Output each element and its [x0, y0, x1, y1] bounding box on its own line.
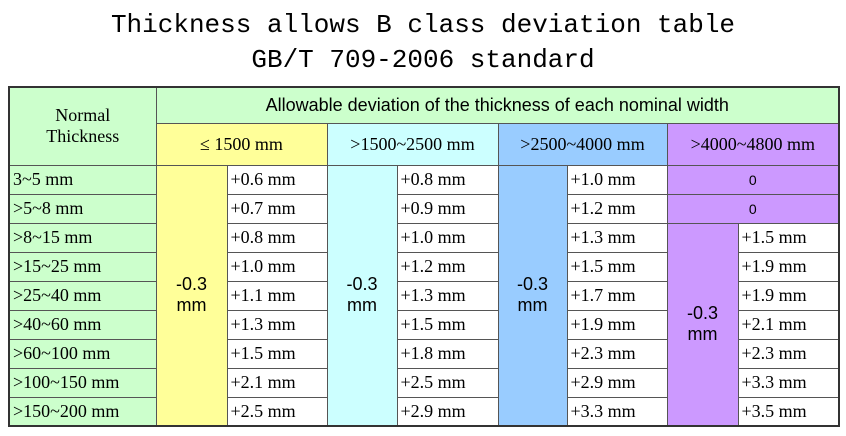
value-cell: +2.1 mm — [226, 367, 328, 398]
value-cell: +1.0 mm — [396, 222, 499, 253]
corner-header-text: Normal Thickness — [46, 105, 120, 147]
merged-cell: -0.3 mm — [155, 164, 228, 427]
full-cell: 0 — [666, 193, 840, 224]
column-header: >1500~2500 mm — [326, 122, 499, 166]
table-row: >60~100 mm +1.5 mm +1.8 mm +2.3 mm +2.3 mm — [8, 338, 840, 369]
row-label: >15~25 mm — [8, 251, 157, 282]
table-row: >25~40 mm +1.1 mm +1.3 mm +1.7 mm +1.9 mm — [8, 280, 840, 311]
value-cell: +3.5 mm — [737, 396, 840, 427]
merged-cell: -0.3 mm — [497, 164, 568, 427]
value-cell: +1.5 mm — [566, 251, 668, 282]
table-row: >8~15 mm +0.8 mm +1.0 mm +1.3 mm -0.3 mm +1.5… — [8, 222, 840, 427]
merged-cell: -0.3 mm — [666, 222, 739, 427]
value-cell: +2.9 mm — [566, 367, 668, 398]
table-row: >100~150 mm +2.1 mm +2.5 mm +2.9 mm +3.3 mm — [8, 367, 840, 398]
corner-header: Normal Thickness — [8, 86, 157, 166]
table-row: ≤ 1500 mm >1500~2500 mm >2500~4000 mm >4000… — [9, 122, 840, 166]
value-cell: +2.3 mm — [566, 338, 668, 369]
merged-cell: -0.3 mm — [326, 164, 398, 427]
table-row: >15~25 mm +1.0 mm +1.2 mm +1.5 mm +1.9 mm — [8, 251, 840, 282]
value-cell: +2.3 mm — [737, 338, 840, 369]
table-row: >40~60 mm +1.3 mm +1.5 mm +1.9 mm +2.1 mm — [8, 309, 840, 340]
table-row: 3~5 mm -0.3 mm +0.6 mm -0.3 mm +0.8 mm -0.3 m… — [8, 164, 840, 427]
row-label: 3~5 mm — [8, 164, 157, 195]
value-cell: +1.0 mm — [566, 164, 668, 195]
row-label: >8~15 mm — [8, 222, 157, 253]
value-cell: +0.8 mm — [226, 222, 328, 253]
value-cell: +1.9 mm — [737, 280, 840, 311]
table-row: >5~8 mm +0.7 mm +0.9 mm +1.2 mm 0 — [8, 193, 840, 224]
value-cell: +1.3 mm — [226, 309, 328, 340]
row-label: >60~100 mm — [8, 338, 157, 369]
table-row: Normal Thickness Allowable deviation of t… — [8, 86, 840, 166]
row-label: >25~40 mm — [8, 280, 157, 311]
value-cell: +0.7 mm — [226, 193, 328, 224]
subtitle: GB/T 709-2006 standard — [251, 45, 595, 75]
value-cell: +3.3 mm — [566, 396, 668, 427]
value-cell: +1.9 mm — [737, 251, 840, 282]
value-cell: +0.8 mm — [396, 164, 499, 195]
column-header: ≤ 1500 mm — [155, 122, 328, 166]
column-header: >2500~4000 mm — [497, 122, 668, 166]
value-cell: +2.5 mm — [226, 396, 328, 427]
merged-cell-text: -0.3 mm — [516, 274, 549, 316]
value-cell: +3.3 mm — [737, 367, 840, 398]
value-cell: +1.3 mm — [396, 280, 499, 311]
value-cell: +1.0 mm — [226, 251, 328, 282]
value-cell: +1.2 mm — [566, 193, 668, 224]
value-cell: +1.1 mm — [226, 280, 328, 311]
full-cell: 0 — [666, 164, 840, 195]
value-cell: +2.5 mm — [396, 367, 499, 398]
value-cell: +1.5 mm — [226, 338, 328, 369]
row-label: >40~60 mm — [8, 309, 157, 340]
value-cell: +1.2 mm — [396, 251, 499, 282]
deviation-table: Normal Thickness Allowable deviation of t… — [8, 86, 841, 427]
group-header: Allowable deviation of the thickness of … — [155, 86, 840, 124]
row-label: >150~200 mm — [8, 396, 157, 427]
row-label: >100~150 mm — [8, 367, 157, 398]
value-cell: +1.9 mm — [566, 309, 668, 340]
table-row: >150~200 mm +2.5 mm +2.9 mm +3.3 mm +3.5 mm — [8, 396, 840, 427]
value-cell: +1.5 mm — [396, 309, 499, 340]
merged-cell-text: -0.3 mm — [175, 274, 208, 316]
merged-cell-text: -0.3 mm — [686, 303, 719, 345]
value-cell: +2.9 mm — [396, 396, 499, 427]
value-cell: +1.8 mm — [396, 338, 499, 369]
value-cell: +0.6 mm — [226, 164, 328, 195]
value-cell: +2.1 mm — [737, 309, 840, 340]
column-header: >4000~4800 mm — [666, 122, 840, 166]
title: Thickness allows B class deviation table — [110, 10, 736, 40]
merged-cell-text: -0.3 mm — [346, 274, 378, 316]
value-cell: +1.7 mm — [566, 280, 668, 311]
value-cell: +1.3 mm — [566, 222, 668, 253]
row-label: >5~8 mm — [8, 193, 157, 224]
value-cell: +1.5 mm — [737, 222, 840, 253]
value-cell: +0.9 mm — [396, 193, 499, 224]
